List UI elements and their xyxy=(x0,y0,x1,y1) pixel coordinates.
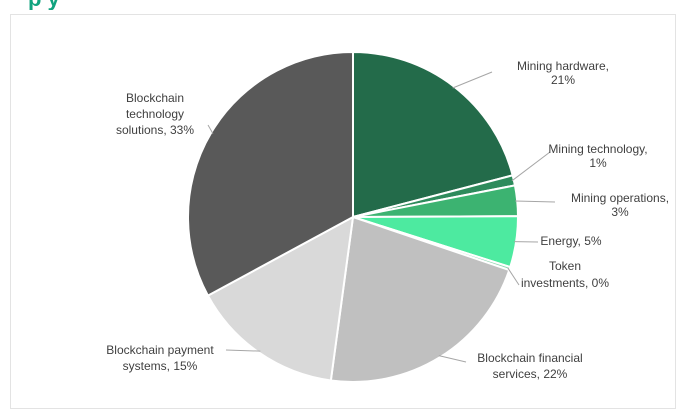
leader-line xyxy=(207,124,214,134)
slice-label: Blockchain payment xyxy=(106,343,214,357)
leader-line xyxy=(507,267,520,286)
slice-label: 1% xyxy=(589,156,607,170)
pie-slice-blockchain-technology-solutions xyxy=(187,50,354,297)
slice-label: Blockchain financial xyxy=(477,351,582,365)
slice-label: 21% xyxy=(551,73,575,87)
slice-label: Mining technology, xyxy=(548,142,647,156)
leader-line xyxy=(452,71,493,89)
leader-line xyxy=(438,355,467,363)
slice-label: investments, 0% xyxy=(521,276,609,290)
slice-label: technology xyxy=(126,107,184,121)
slice-label: systems, 15% xyxy=(123,359,198,373)
slice-label: Token xyxy=(549,259,581,273)
slice-label: 3% xyxy=(611,205,629,219)
page-heading-fragment: p y xyxy=(28,0,60,10)
leader-line xyxy=(511,151,551,182)
slice-label: Energy, 5% xyxy=(540,234,601,248)
slice-label: Blockchain xyxy=(126,91,184,105)
slice-label: services, 22% xyxy=(493,367,568,381)
leader-line xyxy=(225,349,261,352)
pie-slice-mining-hardware xyxy=(352,50,514,219)
slice-label: solutions, 33% xyxy=(116,123,194,137)
heading-strip: p y xyxy=(0,0,682,10)
pie-slice-blockchain-financial-services xyxy=(329,215,511,383)
pie-slice-blockchain-payment-systems xyxy=(206,215,355,382)
slice-label: Mining hardware, xyxy=(517,59,609,73)
leader-line xyxy=(515,200,556,203)
slice-label: Mining operations, xyxy=(571,191,669,205)
